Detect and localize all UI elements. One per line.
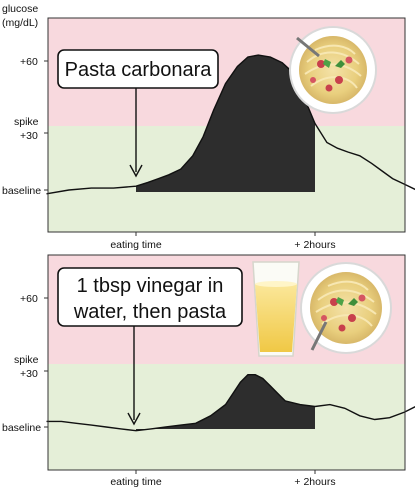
y-tick-spike: spike +30	[14, 116, 48, 142]
pasta-plate-icon	[289, 26, 377, 114]
y-axis-title-line-1: glucose	[2, 3, 38, 15]
chart-panel-vinegar: +60 spike +30 baseline eating time + 2ho…	[2, 254, 415, 488]
callout-text-line-2: water, then pasta	[73, 301, 227, 323]
y-axis-title-line-2: (mg/dL)	[2, 17, 38, 29]
svg-text:eating time: eating time	[110, 476, 162, 488]
svg-text:+ 2hours: + 2hours	[294, 239, 335, 251]
svg-text:baseline: baseline	[2, 422, 41, 434]
svg-text:+60: +60	[20, 56, 38, 68]
y-tick-spike: spike +30	[14, 354, 48, 380]
callout-text-line-1: 1 tbsp vinegar in	[77, 275, 224, 297]
callout-text: Pasta carbonara	[65, 59, 213, 81]
y-tick-baseline: baseline	[2, 422, 48, 434]
y-tick-plus-60: +60	[20, 56, 48, 68]
y-tick-plus-60: +60	[20, 293, 48, 305]
svg-text:+30: +30	[20, 130, 38, 142]
x-tick-2-hours: + 2hours	[294, 470, 336, 488]
callout: 1 tbsp vinegar in water, then pasta	[57, 267, 243, 426]
glucose-area	[136, 374, 315, 431]
callout: Pasta carbonara	[57, 49, 219, 178]
glucose-line	[46, 54, 415, 195]
plot-frame	[47, 254, 406, 471]
svg-text:+30: +30	[20, 368, 38, 380]
juice-glass-icon	[252, 261, 300, 357]
x-tick-eating-time: eating time	[110, 232, 162, 251]
x-tick-eating-time: eating time	[110, 470, 162, 488]
x-tick-2-hours: + 2hours	[294, 232, 336, 251]
pasta-plate-icon	[300, 262, 392, 354]
svg-text:spike: spike	[14, 354, 39, 366]
svg-text:+60: +60	[20, 293, 38, 305]
chart-panel-pasta: +60 spike +30 baseline eating time + 2ho…	[2, 17, 415, 251]
plot-frame	[47, 17, 406, 233]
glucose-area	[136, 55, 315, 192]
svg-text:spike: spike	[14, 116, 39, 128]
glucose-line	[46, 374, 415, 432]
svg-text:eating time: eating time	[110, 239, 162, 251]
svg-text:+ 2hours: + 2hours	[294, 476, 335, 488]
svg-text:baseline: baseline	[2, 185, 41, 197]
y-tick-baseline: baseline	[2, 185, 48, 197]
